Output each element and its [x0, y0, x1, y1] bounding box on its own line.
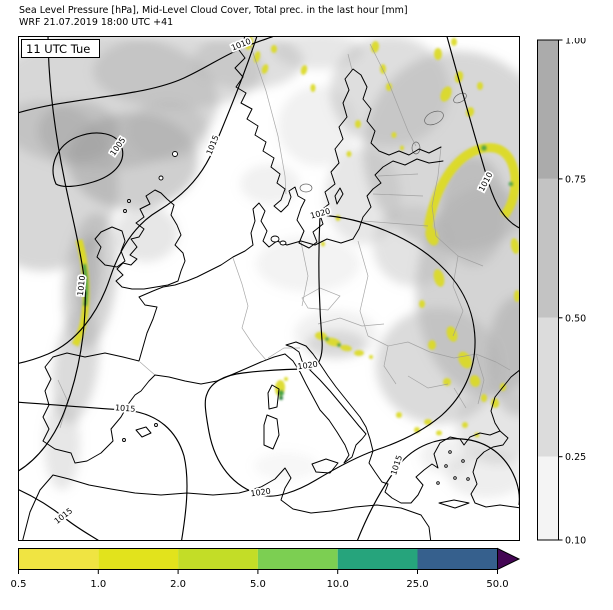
country-borders: [57, 43, 511, 429]
precip-cbar-tick-label: 25.0: [406, 579, 428, 590]
precip-cbar-overflow-arrow: [497, 547, 521, 571]
contour-label: 1010: [76, 275, 87, 296]
figure-title: Sea Level Pressure [hPa], Mid-Level Clou…: [19, 5, 408, 16]
cloud-cover-layer: [18, 36, 520, 498]
figure-subtitle-model-run: WRF 21.07.2019 18:00 UTC +41: [19, 17, 174, 28]
map-frame: [18, 36, 520, 541]
precip-cbar-segment: [178, 548, 258, 570]
cloud-cbar-tick-label: 1.00: [565, 38, 586, 47]
pressure-contours: [18, 36, 520, 541]
cloud-cbar-segment: [537, 317, 559, 457]
cloud-cbar-tick-label: 0.25: [565, 452, 586, 463]
precip-cbar-tick-label: 50.0: [486, 579, 508, 590]
cloud-cbar-ticks: [558, 39, 563, 541]
precip-cbar-tick-label: 1.0: [90, 579, 106, 590]
cloud-cbar-segment: [537, 40, 559, 179]
cloud-cbar-tick-label: 0.10: [565, 536, 586, 547]
precip-cbar-tick-label: 10.0: [327, 579, 349, 590]
precip-cbar-segment: [337, 548, 418, 570]
precip-cbar-segment: [417, 548, 498, 570]
contour-label: 1015: [389, 454, 404, 476]
precipitation-colorbar: 0.5 1.0 2.0 5.0 10.0 25.0 50.0: [8, 547, 568, 597]
contour-label: 1020: [297, 360, 318, 372]
lakes: [299, 92, 467, 193]
cloud-cbar-segment: [537, 456, 559, 540]
precip-cbar-tick-label: 0.5: [11, 579, 27, 590]
cloud-cbar-tick-label: 0.75: [565, 174, 586, 185]
precip-cbar-tick-label: 5.0: [250, 579, 266, 590]
weather-map-panel: 1010 1005 1015 1010 1020 1010 1020 1015 …: [18, 36, 520, 541]
cloud-cbar-outline: [537, 39, 559, 541]
weather-map: 1010 1005 1015 1010 1020 1010 1020 1015 …: [18, 36, 520, 541]
valid-time-label: 11 UTC Tue: [26, 42, 90, 56]
cloud-cbar-segment: [537, 178, 559, 318]
precip-cbar-segment: [98, 548, 179, 570]
coastlines: [21, 36, 520, 541]
cloud-cover-colorbar: 1.00 0.75 0.50 0.25 0.10: [537, 38, 607, 548]
valid-time-box: 11 UTC Tue: [21, 39, 100, 58]
precip-cbar-tick-label: 2.0: [170, 579, 186, 590]
cloud-cbar-tick-label: 0.50: [565, 313, 586, 324]
precip-cbar-segment: [257, 548, 338, 570]
precip-cbar-segment: [18, 548, 99, 570]
contour-label: 1015: [115, 403, 136, 413]
precip-cbar-ticks: [18, 569, 498, 574]
